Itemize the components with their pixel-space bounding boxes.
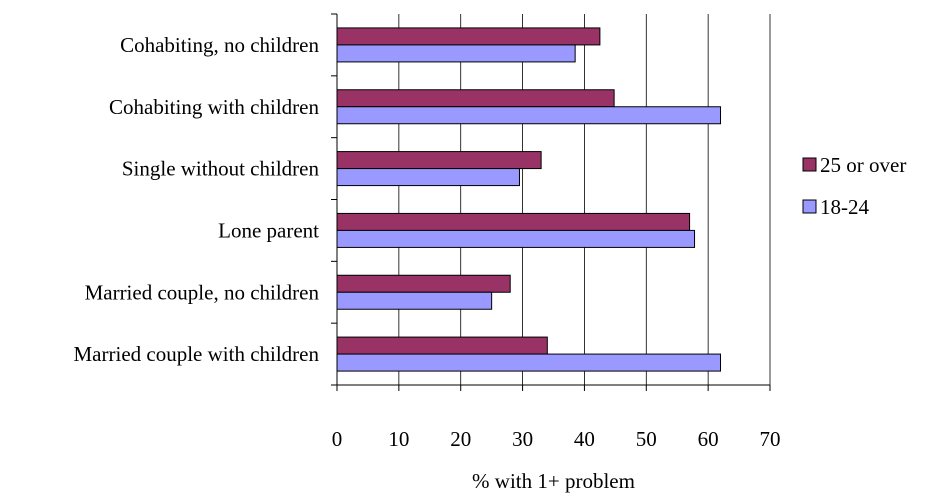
category-label: Single without children bbox=[122, 157, 320, 181]
legend-swatch bbox=[802, 199, 817, 214]
bar bbox=[336, 212, 691, 231]
bar bbox=[336, 151, 542, 170]
category-label: Married couple, no children bbox=[85, 280, 320, 304]
category-label: Cohabiting, no children bbox=[120, 33, 319, 57]
bar bbox=[336, 106, 722, 125]
labels: Cohabiting, no children Cohabiting with c… bbox=[74, 33, 781, 493]
category-label: Cohabiting with children bbox=[109, 95, 319, 119]
legend-label: 18-24 bbox=[820, 195, 869, 219]
axes bbox=[331, 13, 771, 391]
x-tick-label: 0 bbox=[332, 427, 343, 451]
x-tick-label: 60 bbox=[698, 427, 719, 451]
x-tick-label: 10 bbox=[388, 427, 409, 451]
legend: 25 or over 18-24 bbox=[802, 153, 906, 219]
bar bbox=[336, 353, 722, 372]
bar bbox=[336, 168, 520, 187]
legend-swatch bbox=[802, 157, 817, 172]
category-label: Lone parent bbox=[218, 218, 319, 242]
bar bbox=[336, 89, 615, 108]
gridlines bbox=[398, 14, 771, 385]
x-tick-label: 40 bbox=[574, 427, 595, 451]
x-tick-label: 20 bbox=[450, 427, 471, 451]
x-axis-title: % with 1+ problem bbox=[472, 469, 635, 493]
bars bbox=[336, 27, 722, 372]
bar bbox=[336, 44, 576, 63]
bar bbox=[336, 27, 601, 46]
bar bbox=[336, 336, 548, 355]
bar bbox=[336, 274, 511, 293]
bar bbox=[336, 291, 493, 310]
category-label: Married couple with children bbox=[74, 342, 320, 366]
x-tick-label: 70 bbox=[760, 427, 781, 451]
bar bbox=[336, 229, 696, 248]
x-tick-label: 30 bbox=[512, 427, 533, 451]
legend-label: 25 or over bbox=[820, 153, 906, 177]
x-tick-label: 50 bbox=[636, 427, 657, 451]
